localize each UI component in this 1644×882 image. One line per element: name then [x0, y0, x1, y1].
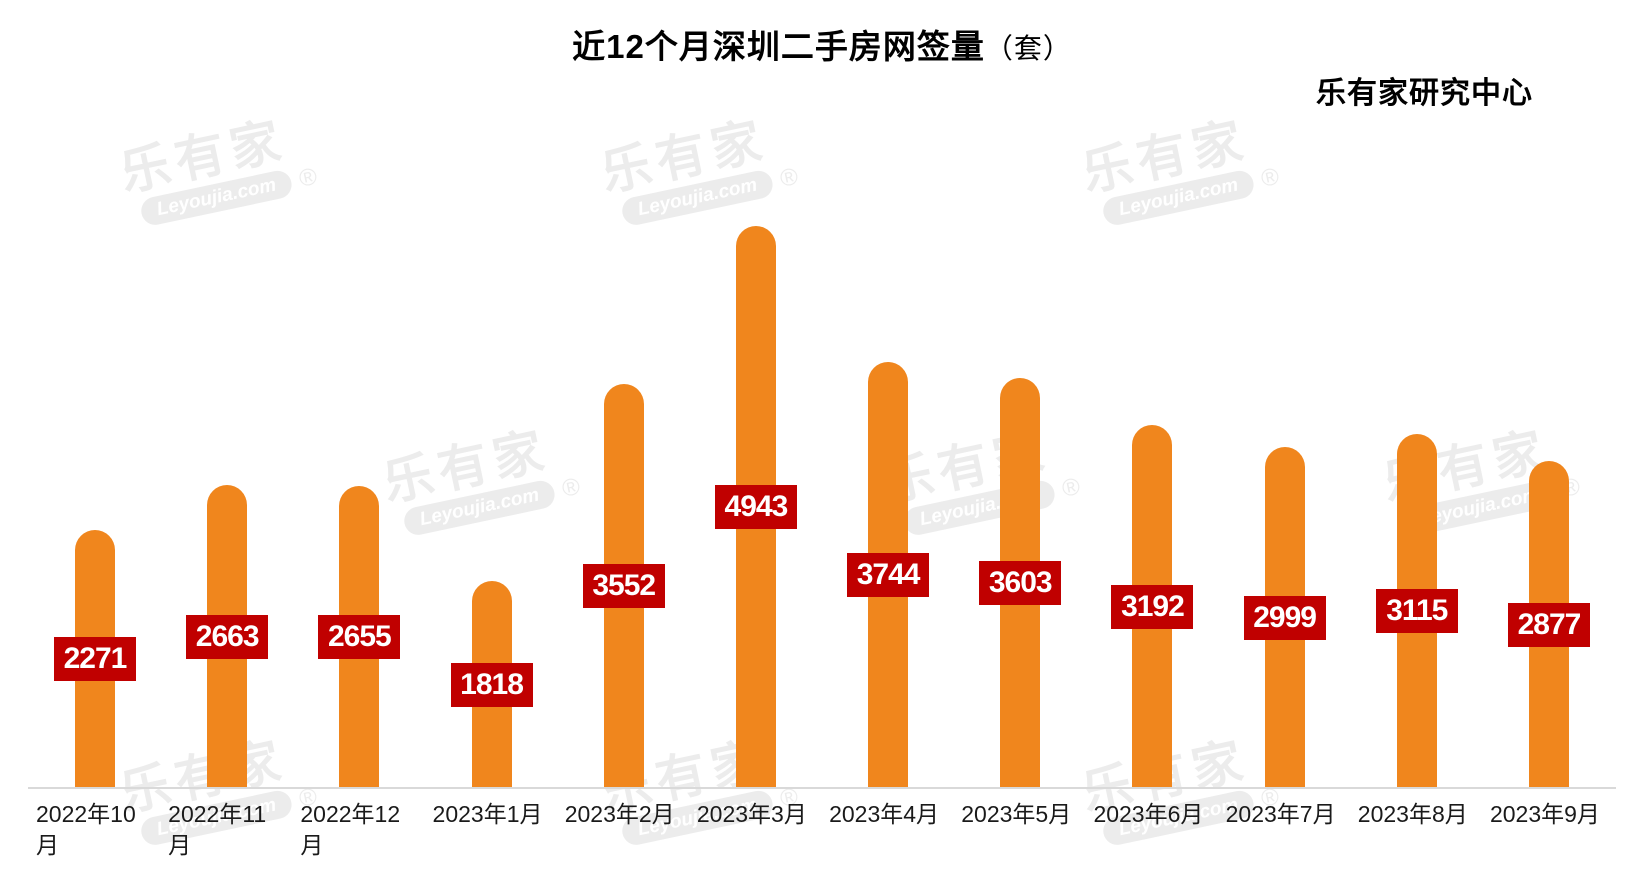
chart-title-unit: （套） — [984, 33, 1072, 64]
x-axis-label: 2023年1月 — [432, 801, 543, 827]
bar-value-label: 3552 — [582, 564, 665, 608]
source-label: 乐有家研究中心 — [1316, 77, 1533, 110]
x-axis-label: 2023年6月 — [1093, 801, 1204, 827]
x-axis-label: 2023年9月 — [1489, 801, 1600, 827]
bar-value-label: 4943 — [714, 485, 797, 529]
chart-title: 近12个月深圳二手房网签量（套） — [0, 20, 1644, 68]
bar-value-label: 3115 — [1375, 589, 1458, 633]
x-axis-label: 2022年11月 — [168, 801, 267, 858]
x-axis-label: 2022年12月 — [300, 801, 401, 858]
bar-value-label: 3744 — [847, 553, 930, 597]
bar-value-label: 3603 — [979, 561, 1062, 605]
x-axis-label: 2023年5月 — [961, 801, 1072, 827]
x-axis-label: 2023年8月 — [1357, 801, 1468, 827]
bar-value-label: 2271 — [54, 637, 136, 681]
x-axis-label: 2023年2月 — [564, 801, 675, 827]
bar-value-label: 2999 — [1243, 595, 1326, 640]
x-axis-label: 2022年10月 — [36, 801, 136, 858]
x-axis-label: 2023年3月 — [696, 801, 807, 827]
chart-title-text: 近12个月深圳二手房网签量 — [572, 28, 985, 65]
bar-value-label: 1818 — [450, 662, 533, 707]
bar-value-label: 3192 — [1111, 584, 1194, 629]
x-axis-label: 2023年7月 — [1225, 801, 1336, 827]
bar-value-label: 2655 — [318, 615, 401, 659]
bar-value-label: 2877 — [1507, 602, 1590, 647]
x-axis-line — [28, 787, 1616, 789]
x-axis-label: 2023年4月 — [829, 801, 940, 827]
bar-value-label: 2663 — [186, 614, 269, 659]
